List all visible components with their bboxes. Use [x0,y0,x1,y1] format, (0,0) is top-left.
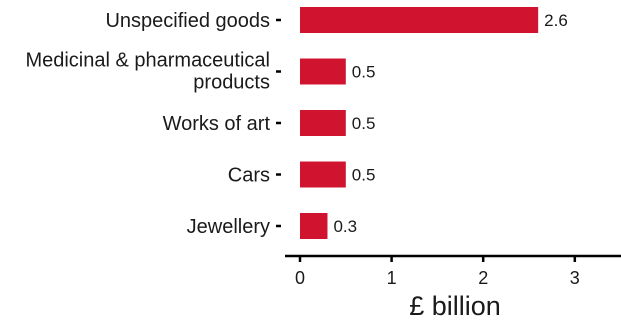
bar [300,110,346,136]
value-labels: 2.6 0.5 0.5 0.5 0.3 [333,11,567,236]
value-label: 0.5 [352,114,376,133]
x-tick-label: 1 [387,268,397,288]
x-tick-label: 0 [295,268,305,288]
x-tick-label: 2 [478,268,488,288]
value-label: 2.6 [544,11,568,30]
category-label: Cars [228,165,270,187]
bar [300,213,328,239]
category-label: products [193,72,270,94]
value-label: 0.3 [333,217,357,236]
y-axis-ticks [276,18,281,228]
category-label: Medicinal & pharmaceutical [25,50,270,72]
bar [300,58,346,85]
x-axis-title: £ billion [409,291,501,321]
category-label: Works of art [163,113,271,135]
bar [300,161,346,188]
category-label: Unspecified goods [105,10,270,32]
x-tick-label: 3 [570,268,580,288]
value-label: 0.5 [352,63,376,82]
category-labels: Unspecified goods Medicinal & pharmaceuti… [25,10,270,238]
x-axis-ticks: 0 1 2 3 [295,256,580,288]
bars [300,7,539,239]
bar [300,7,539,33]
category-label: Jewellery [187,216,270,238]
value-label: 0.5 [352,166,376,185]
